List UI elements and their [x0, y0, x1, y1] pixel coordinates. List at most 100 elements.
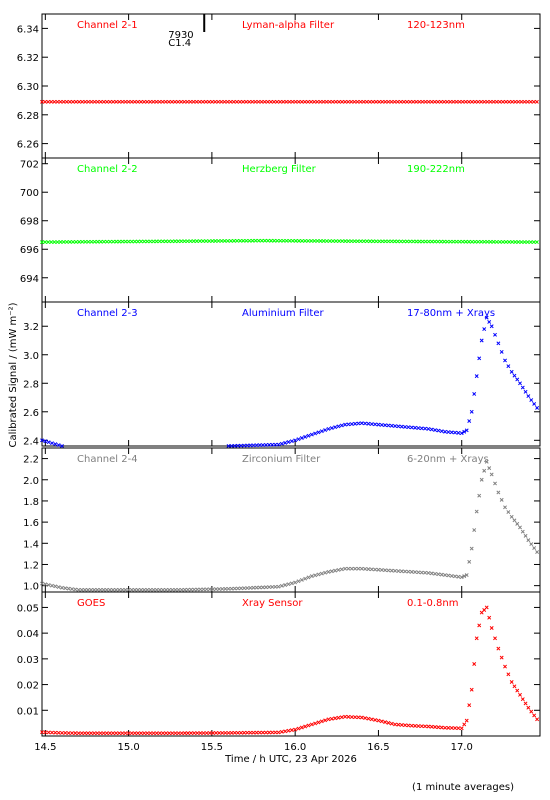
data-point — [518, 381, 522, 386]
data-point — [436, 239, 440, 244]
data-point — [40, 99, 44, 104]
data-point — [66, 731, 71, 735]
data-point — [313, 431, 318, 436]
data-point — [361, 239, 366, 244]
data-point — [226, 730, 231, 735]
data-point — [368, 239, 372, 244]
data-point — [323, 428, 328, 432]
data-point — [173, 587, 178, 592]
y-tick-label: 6.28 — [17, 111, 39, 122]
data-point — [198, 731, 203, 736]
data-point — [226, 444, 231, 448]
data-point — [512, 518, 517, 523]
data-point — [185, 587, 190, 592]
data-point — [229, 730, 234, 735]
data-point — [319, 719, 324, 724]
data-point — [419, 724, 424, 729]
y-tick-label: 0.01 — [17, 706, 39, 717]
band-label: 6-20nm + Xrays — [407, 454, 489, 465]
data-point — [207, 731, 212, 735]
data-point — [518, 525, 522, 530]
data-point — [436, 725, 441, 730]
data-point — [519, 99, 524, 104]
data-point — [479, 239, 484, 244]
data-point — [523, 533, 528, 538]
series-5-points — [40, 605, 540, 736]
data-point — [462, 574, 467, 579]
data-point — [191, 99, 196, 104]
data-point — [60, 444, 64, 448]
data-point — [53, 584, 58, 589]
data-point — [396, 569, 401, 573]
data-point — [487, 320, 492, 324]
data-point — [71, 239, 75, 244]
series-3-points — [40, 315, 540, 448]
data-point — [139, 587, 144, 592]
data-point — [409, 425, 414, 430]
y-tick-label: 1.4 — [23, 539, 39, 550]
data-point — [469, 546, 474, 551]
data-point — [173, 99, 177, 104]
data-point — [179, 239, 184, 244]
data-point — [244, 99, 249, 104]
y-tick-label: 2.6 — [23, 408, 39, 419]
data-point — [515, 521, 520, 526]
data-point — [139, 731, 144, 736]
data-point — [70, 731, 74, 736]
data-point — [107, 587, 112, 592]
data-point — [315, 99, 320, 104]
data-point — [279, 583, 284, 588]
data-point — [454, 239, 459, 244]
panel-frame-2 — [41, 157, 541, 303]
data-point — [429, 427, 434, 432]
data-point — [86, 731, 90, 736]
data-point — [419, 570, 424, 575]
data-point — [379, 422, 384, 427]
data-point — [228, 99, 233, 104]
data-point — [371, 99, 375, 104]
data-point — [182, 239, 187, 244]
data-point — [366, 567, 371, 572]
data-point — [108, 239, 113, 244]
footnote: (1 minute averages) — [412, 782, 514, 793]
data-point — [126, 731, 131, 736]
data-point — [396, 424, 401, 429]
data-point — [250, 99, 255, 104]
data-point — [467, 703, 472, 708]
data-point — [374, 239, 379, 244]
data-point — [287, 99, 292, 104]
data-point — [383, 568, 388, 573]
data-point — [170, 587, 175, 592]
y-tick-label: 6.32 — [17, 53, 39, 64]
data-point — [500, 239, 505, 244]
data-point — [433, 571, 438, 576]
data-point — [460, 239, 465, 244]
data-point — [309, 99, 314, 104]
data-point — [220, 730, 225, 735]
data-point — [66, 586, 71, 591]
data-point — [299, 436, 304, 440]
data-point — [265, 99, 270, 104]
data-point — [247, 238, 252, 243]
data-point — [339, 567, 344, 572]
data-point — [401, 99, 406, 104]
data-point — [477, 356, 482, 361]
data-point — [416, 570, 421, 575]
data-point — [101, 587, 106, 592]
data-point — [462, 722, 467, 727]
data-point — [60, 730, 64, 735]
data-point — [145, 731, 150, 736]
data-point — [60, 585, 64, 590]
data-point — [276, 584, 281, 589]
data-point — [173, 239, 178, 244]
data-point — [446, 573, 451, 578]
data-point — [270, 730, 275, 735]
data-point — [64, 99, 69, 104]
data-point — [284, 238, 289, 243]
data-point — [89, 239, 94, 244]
data-point — [191, 239, 196, 244]
data-point — [363, 421, 368, 426]
data-point — [376, 567, 381, 572]
data-point — [256, 238, 261, 243]
data-point — [157, 731, 162, 736]
